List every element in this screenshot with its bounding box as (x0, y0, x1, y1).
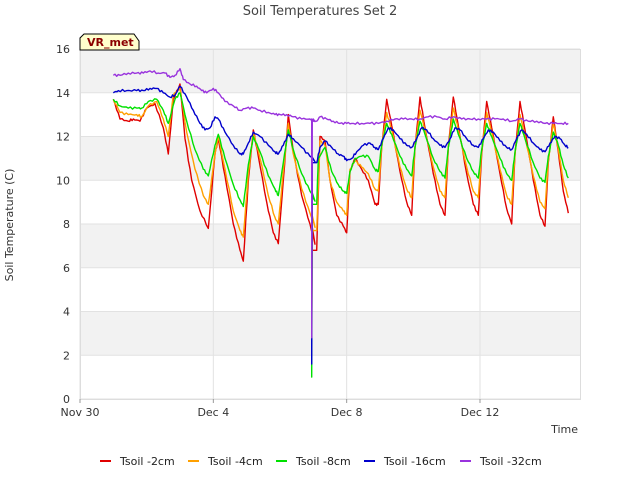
station-badge-box (79, 33, 140, 51)
legend-label: Tsoil -4cm (207, 455, 263, 468)
y-tick-label: 8 (63, 218, 70, 231)
y-tick-label: 12 (56, 131, 70, 144)
series-line-tsoil-16cm (112, 85, 569, 365)
y-tick-label: 0 (63, 393, 70, 406)
legend-label: Tsoil -2cm (119, 455, 175, 468)
y-tick-label: 6 (63, 262, 70, 275)
y-tick-label: 2 (63, 349, 70, 362)
x-tick-label: Dec 8 (331, 406, 363, 419)
y-tick-label: 14 (56, 87, 70, 100)
station-badge: VR_met (79, 33, 140, 51)
x-axis-ticks: Nov 30 Dec 4 Dec 8 Dec 12 (61, 399, 500, 419)
legend-label: Tsoil -32cm (479, 455, 542, 468)
x-axis-label: Time (550, 423, 578, 436)
y-tick-label: 10 (56, 174, 70, 187)
series-line-tsoil-4cm (112, 87, 569, 335)
legend-label: Tsoil -16cm (383, 455, 446, 468)
plot-band (80, 49, 580, 93)
plot-band (80, 224, 580, 268)
x-tick-label: Dec 12 (461, 406, 500, 419)
legend: Tsoil -2cm Tsoil -4cm Tsoil -8cm Tsoil -16c… (100, 455, 542, 468)
plot-frame (80, 49, 581, 400)
series-line-tsoil-8cm (112, 92, 569, 378)
y-axis-ticks: 0 2 4 6 8 10 12 14 16 (56, 43, 70, 406)
y-axis-label: Soil Temperature (C) (3, 169, 16, 282)
plot-band (80, 311, 580, 356)
x-tick-label: Nov 30 (61, 406, 100, 419)
series-line-tsoil-32cm (112, 68, 569, 339)
x-tick-label: Dec 4 (197, 406, 229, 419)
plot-band (80, 136, 580, 181)
legend-label: Tsoil -8cm (295, 455, 351, 468)
series-lines (112, 68, 569, 378)
chart-title: Soil Temperatures Set 2 (243, 4, 398, 19)
station-label: VR_met (87, 36, 134, 49)
y-tick-label: 4 (63, 306, 70, 319)
y-tick-label: 16 (56, 43, 70, 56)
